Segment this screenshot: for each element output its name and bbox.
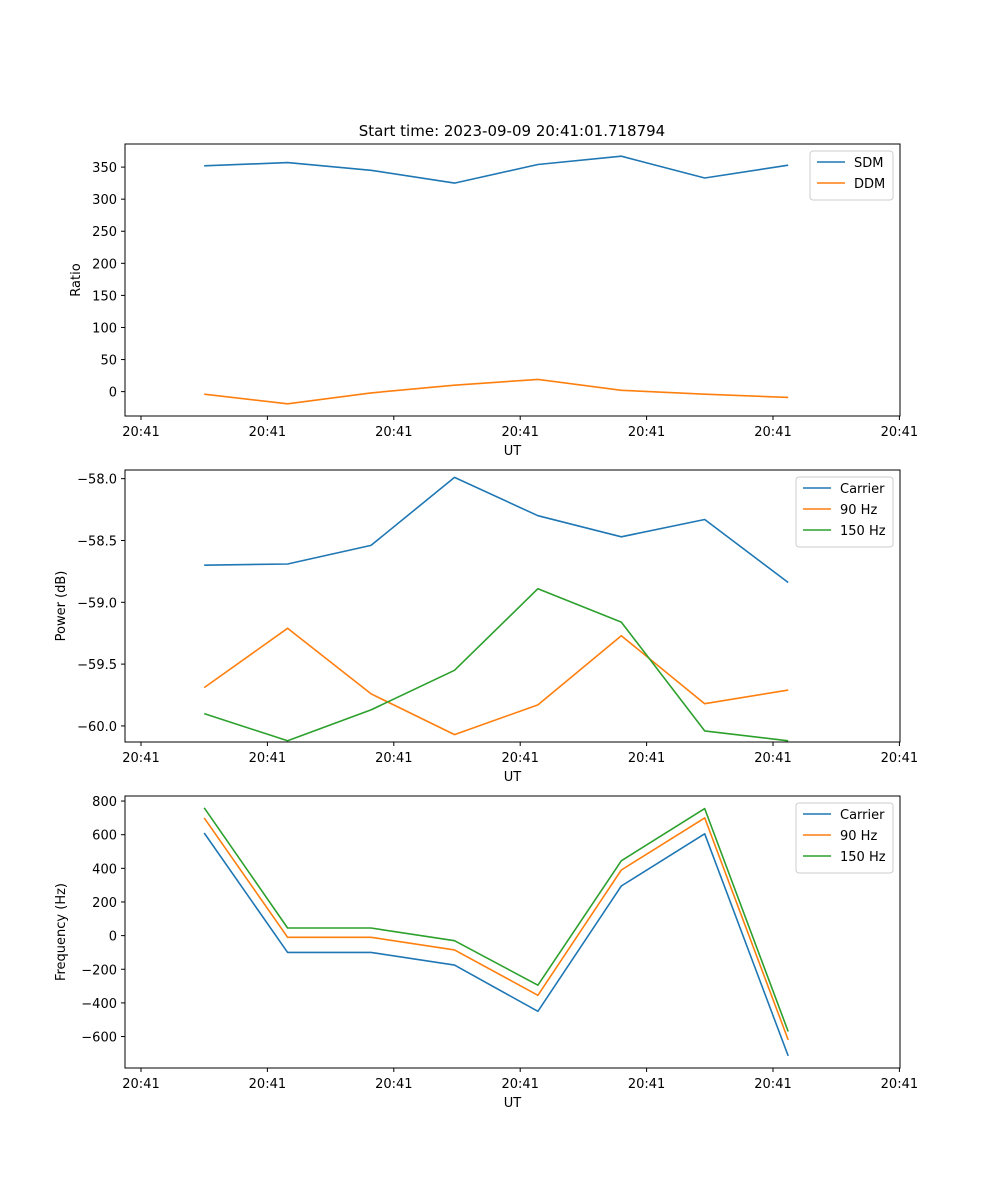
legend-label-90-hz: 90 Hz <box>840 829 877 844</box>
x-tick-label: 20:41 <box>754 1077 791 1092</box>
y-tick-label: 400 <box>92 862 117 877</box>
x-tick-label: 20:41 <box>122 751 159 766</box>
x-tick-label: 20:41 <box>881 1077 918 1092</box>
plot-area <box>124 469 901 743</box>
y-tick-label: 50 <box>100 354 117 369</box>
x-tick-label: 20:41 <box>375 1077 412 1092</box>
y-tick-label: −59.0 <box>77 596 117 611</box>
y-tick-label: 300 <box>92 193 117 208</box>
plot-area <box>124 795 901 1069</box>
legend: Carrier 90 Hz 150 Hz <box>795 802 894 874</box>
plot-area <box>124 143 901 417</box>
y-tick-label: 100 <box>92 321 117 336</box>
x-tick-label: 20:41 <box>122 425 159 440</box>
x-axis-label: UT <box>504 770 522 785</box>
y-tick-label: 800 <box>92 795 117 810</box>
x-tick-label: 20:41 <box>375 751 412 766</box>
legend-label-90-hz: 90 Hz <box>840 503 877 518</box>
ratio-panel: 20:4120:4120:4120:4120:4120:4120:4120:42… <box>69 143 918 459</box>
y-tick-label: 0 <box>109 930 117 945</box>
series-line-carrier <box>203 832 789 1057</box>
legend-label-ddm: DDM <box>854 177 885 192</box>
series-line-150-hz <box>203 587 789 742</box>
y-tick-label: 200 <box>92 896 117 911</box>
x-axis-label: UT <box>504 444 522 459</box>
x-tick-label: 20:41 <box>628 751 665 766</box>
x-tick-label: 20:41 <box>628 425 665 440</box>
figure-title: Start time: 2023-09-09 20:41:01.718794 <box>359 122 665 140</box>
x-tick-label: 20:41 <box>881 751 918 766</box>
y-tick-label: −600 <box>81 1031 117 1046</box>
x-tick-label: 20:41 <box>754 425 791 440</box>
series-line-carrier <box>204 476 789 584</box>
legend-label-150-hz: 150 Hz <box>840 524 886 539</box>
x-tick-label: 20:41 <box>628 1077 665 1092</box>
y-tick-label: 0 <box>109 386 117 401</box>
x-tick-label: 20:41 <box>501 1077 538 1092</box>
y-axis-label: Frequency (Hz) <box>54 883 69 981</box>
y-tick-label: 200 <box>92 257 117 272</box>
x-tick-label: 20:41 <box>501 751 538 766</box>
legend: Carrier 90 Hz 150 Hz <box>795 476 894 548</box>
y-tick-label: −59.5 <box>77 658 117 673</box>
series-line-150-hz <box>203 807 789 1032</box>
legend-label-150-hz: 150 Hz <box>840 850 886 865</box>
y-tick-label: 250 <box>92 225 117 240</box>
y-tick-label: 150 <box>92 289 117 304</box>
series-line-90-hz <box>203 817 789 1041</box>
y-tick-label: −60.0 <box>77 720 117 735</box>
y-tick-label: −58.5 <box>77 534 117 549</box>
x-tick-label: 20:41 <box>501 425 538 440</box>
y-tick-label: −200 <box>81 963 117 978</box>
legend: SDM DDM <box>809 150 894 201</box>
x-axis-label: UT <box>504 1096 522 1111</box>
x-tick-label: 20:41 <box>249 425 286 440</box>
y-axis-label: Power (dB) <box>54 571 69 642</box>
y-tick-label: −58.0 <box>77 473 117 488</box>
x-tick-label: 20:41 <box>249 751 286 766</box>
frequency-panel: 20:4120:4120:4120:4120:4120:4120:4120:42… <box>54 795 918 1111</box>
legend-label-carrier: Carrier <box>840 482 885 497</box>
x-tick-label: 20:41 <box>249 1077 286 1092</box>
legend-label-carrier: Carrier <box>840 808 885 823</box>
x-tick-label: 20:41 <box>754 751 791 766</box>
series-line-90-hz <box>203 627 789 736</box>
x-tick-label: 20:41 <box>881 425 918 440</box>
x-tick-label: 20:41 <box>375 425 412 440</box>
y-tick-label: 600 <box>92 829 117 844</box>
y-tick-label: −400 <box>81 997 117 1012</box>
legend-label-sdm: SDM <box>854 156 883 171</box>
series-line-ddm <box>204 378 789 405</box>
y-axis-label: Ratio <box>69 263 84 296</box>
x-tick-label: 20:41 <box>122 1077 159 1092</box>
power-panel: 20:4120:4120:4120:4120:4120:4120:4120:42… <box>54 469 918 785</box>
y-tick-label: 350 <box>92 161 117 176</box>
legend-box <box>809 150 894 201</box>
series-line-sdm <box>204 155 789 184</box>
